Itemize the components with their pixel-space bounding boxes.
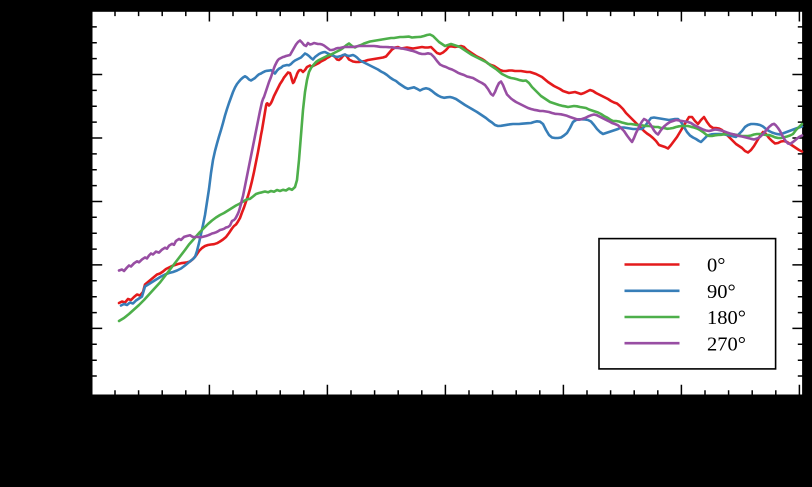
svg-text:270°: 270° xyxy=(707,333,746,355)
svg-text:0°: 0° xyxy=(707,255,725,277)
svg-text:180°: 180° xyxy=(707,307,746,329)
svg-text:90°: 90° xyxy=(707,281,736,303)
